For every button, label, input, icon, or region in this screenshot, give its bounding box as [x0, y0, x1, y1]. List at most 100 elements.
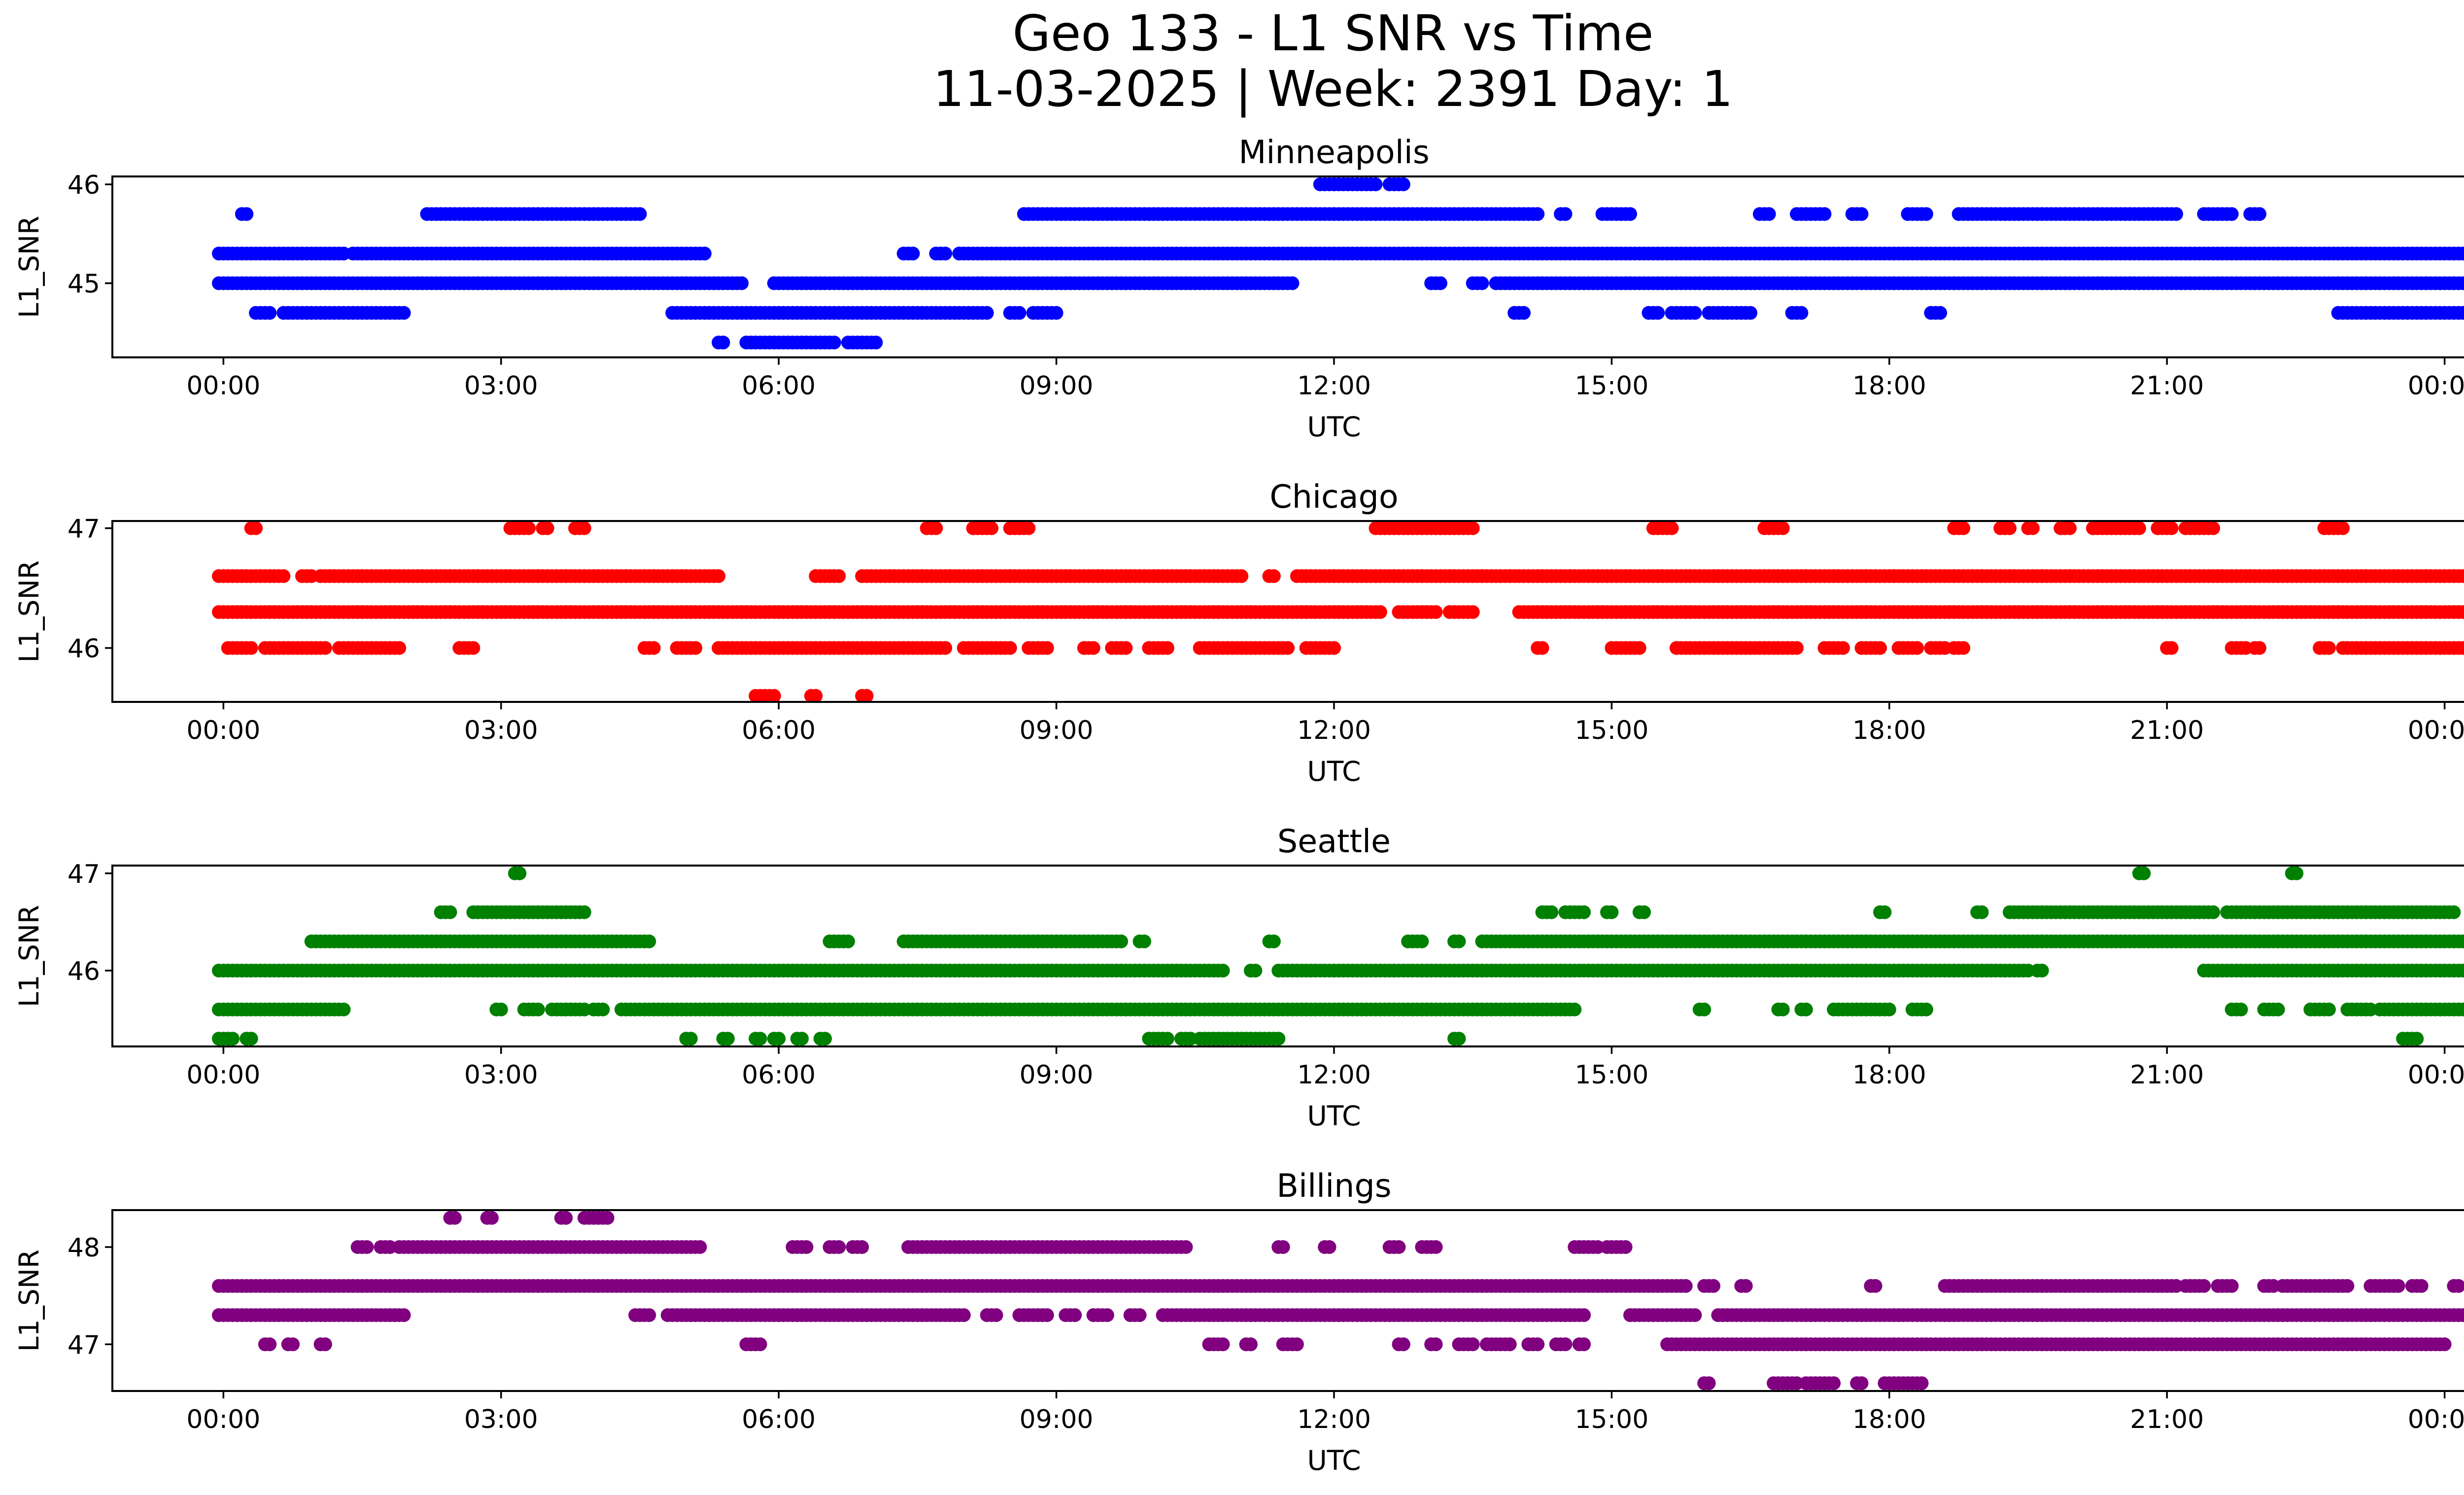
data-point [360, 1240, 374, 1254]
data-point [2224, 1279, 2239, 1293]
data-point [1517, 306, 1531, 320]
x-tick-label: 09:00 [1020, 1060, 1094, 1090]
data-point [337, 1003, 351, 1016]
data-point [799, 1240, 814, 1254]
data-point [1568, 1003, 1582, 1016]
data-point [1271, 1032, 1286, 1046]
x-tick-label: 03:00 [464, 716, 538, 745]
data-point [1396, 177, 1410, 191]
data-point [1022, 521, 1036, 535]
x-tick-label: 21:00 [2130, 1060, 2204, 1090]
data-point [720, 1032, 735, 1046]
data-point [1933, 306, 1948, 320]
data-point [2461, 277, 2464, 289]
data-point [1137, 934, 1151, 948]
data-point [716, 335, 730, 349]
data-point [1276, 1240, 1290, 1254]
data-point [1003, 641, 1017, 655]
data-point [1688, 1308, 1702, 1322]
data-point [1415, 934, 1429, 948]
data-point [1281, 641, 1295, 655]
data-point [1956, 521, 1971, 535]
data-point [522, 521, 536, 535]
data-point [485, 1211, 499, 1225]
data-point [712, 569, 726, 583]
data-point [1605, 905, 1619, 919]
data-point [1161, 641, 1174, 655]
data-point [1707, 1279, 1720, 1293]
data-point [1161, 1032, 1174, 1046]
data-point [397, 1308, 411, 1322]
data-point [1836, 641, 1850, 655]
x-tick-label: 18:00 [1852, 1060, 1926, 1090]
data-point [2164, 641, 2179, 655]
data-point [859, 689, 874, 703]
data-point [1040, 641, 1054, 655]
data-point [929, 521, 943, 535]
data-point [818, 1032, 832, 1046]
data-point [1466, 605, 1480, 619]
data-point [2197, 1279, 2211, 1293]
data-point [2322, 1003, 2336, 1016]
data-point [1558, 207, 1573, 221]
data-point [1086, 641, 1100, 655]
data-point [2271, 1003, 2285, 1016]
data-point [1179, 1240, 1193, 1254]
data-point [1429, 1240, 1443, 1254]
data-point [2290, 866, 2304, 880]
data-point [2169, 207, 2183, 221]
data-point [276, 569, 291, 583]
data-point [2461, 606, 2464, 618]
data-point [2253, 641, 2266, 655]
data-point [1266, 934, 1281, 948]
x-tick-label: 06:00 [742, 371, 816, 401]
data-point [938, 246, 953, 261]
x-tick-label: 21:00 [2130, 716, 2204, 745]
data-point [249, 521, 263, 535]
data-point [1618, 1240, 1633, 1254]
data-point [2137, 866, 2151, 880]
data-point [226, 1032, 240, 1046]
data-point [1873, 641, 1887, 655]
x-tick-label: 12:00 [1297, 1060, 1371, 1090]
data-point [1429, 605, 1443, 619]
data-point [596, 1003, 610, 1016]
data-point [244, 641, 258, 655]
data-point [1466, 521, 1480, 535]
x-tick-label: 12:00 [1297, 371, 1371, 401]
data-point [2391, 1279, 2405, 1293]
x-tick-label: 15:00 [1574, 1060, 1648, 1090]
y-axis-label: L1_SNR [13, 560, 45, 662]
data-point [2253, 207, 2266, 221]
data-point [906, 246, 920, 261]
subplot-title: Billings [1276, 1168, 1391, 1205]
y-tick-label: 46 [68, 171, 100, 200]
data-point [985, 521, 999, 535]
data-point [1678, 1279, 1693, 1293]
data-point [1234, 569, 1249, 583]
data-point [318, 641, 332, 655]
data-point [540, 521, 554, 535]
data-point [1878, 905, 1892, 919]
data-point [1544, 905, 1559, 919]
data-point [1327, 641, 1341, 655]
x-tick-label: 18:00 [1852, 716, 1926, 745]
y-tick-label: 47 [68, 515, 100, 544]
data-point [855, 1240, 869, 1254]
data-point [1632, 641, 1646, 655]
x-tick-label: 18:00 [1852, 371, 1926, 401]
data-point [1040, 1308, 1054, 1322]
data-point [832, 569, 846, 583]
data-point [2025, 521, 2040, 535]
data-point [642, 1308, 656, 1322]
x-tick-label: 21:00 [2130, 371, 2204, 401]
data-point [1665, 521, 1679, 535]
data-points [212, 866, 2464, 1046]
figure-title-line1: Geo 133 - L1 SNR vs Time [1013, 4, 1654, 62]
data-point [2336, 521, 2350, 535]
